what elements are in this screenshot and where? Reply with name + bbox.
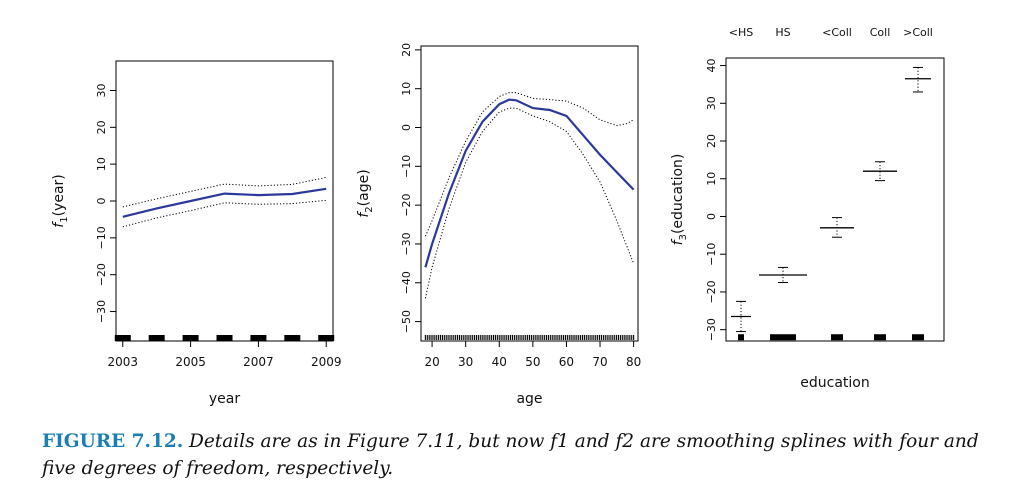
rug-mark	[770, 334, 796, 341]
category-label: Coll	[870, 26, 891, 39]
x-tick-label: 80	[626, 355, 641, 369]
y-tick-label: 0	[400, 124, 413, 131]
rug-mark	[114, 335, 131, 341]
y-tick-label: −20	[705, 280, 718, 303]
plot-frame	[725, 57, 945, 342]
y-tick-label: −20	[95, 263, 108, 286]
rug-mark	[284, 335, 301, 341]
x-axis-label: year	[209, 391, 240, 407]
y-tick-label: −50	[400, 310, 413, 333]
x-axis-label: education	[800, 375, 869, 391]
y-tick-label: −40	[400, 271, 413, 294]
rug-mark	[912, 334, 924, 341]
x-tick-label: 2003	[108, 355, 139, 369]
y-tick-label: −10	[705, 243, 718, 266]
fit-line	[424, 98, 635, 268]
x-tick-label: 40	[492, 355, 507, 369]
x-tick-label: 30	[458, 355, 473, 369]
y-axis-label: f2(age)	[356, 169, 375, 217]
caption-label: FIGURE 7.12.	[42, 431, 184, 452]
y-tick-label: −30	[95, 300, 108, 323]
caption-text: Details are as in Figure 7.11, but now f…	[42, 431, 979, 479]
rug-mark	[318, 335, 335, 341]
year-panel: −30 −20 −10 0 10 20 30 2003 2005 2007 2009 year f1(y…	[51, 60, 342, 407]
x-tick-label: 50	[525, 355, 540, 369]
figure: −30 −20 −10 0 10 20 30 2003 2005 2007 2009 year f1(y…	[51, 26, 945, 407]
rug-mark	[874, 334, 886, 341]
x-tick-label: 70	[592, 355, 607, 369]
rug-mark	[148, 335, 165, 341]
x-tick-label: 2007	[243, 355, 274, 369]
x-tick-label: 2005	[175, 355, 206, 369]
x-tick-label: 20	[424, 355, 439, 369]
y-tick-label: −10	[95, 226, 108, 249]
rug-mark	[250, 335, 267, 341]
rug-mark	[216, 335, 233, 341]
y-tick-label: −30	[705, 318, 718, 341]
x-axis-label: age	[516, 391, 542, 407]
fit-line	[122, 187, 327, 218]
lower-band-line	[424, 107, 635, 299]
age-panel: −50 −40 −30 −20 −10 0 10 20 20 30 40 50 60 70 80 age f2(…	[356, 43, 641, 407]
rug-mark	[738, 334, 744, 341]
y-tick-label: 20	[400, 43, 413, 57]
y-axis-label: f3(education)	[670, 154, 689, 246]
y-tick-label: 30	[705, 96, 718, 110]
y-tick-label: −30	[400, 232, 413, 255]
y-tick-label: 0	[95, 198, 108, 205]
x-tick-label: 60	[559, 355, 574, 369]
y-tick-label: 30	[95, 83, 108, 97]
y-tick-label: 20	[705, 134, 718, 148]
y-tick-label: 10	[705, 172, 718, 186]
lower-band-line	[122, 199, 327, 228]
upper-band-line	[424, 92, 634, 237]
y-tick-label: 40	[705, 59, 718, 73]
figure-caption: FIGURE 7.12. Details are as in Figure 7.…	[42, 428, 1002, 482]
y-tick-label: −10	[400, 155, 413, 178]
rug-mark	[831, 334, 843, 341]
education-panel: −30 −20 −10 0 10 20 30 40 <HS HS <Coll Coll >Coll edu…	[670, 26, 945, 391]
x-tick-label: 2009	[311, 355, 342, 369]
y-tick-label: 0	[705, 213, 718, 220]
plot-frame	[420, 45, 639, 342]
y-axis-label: f1(year)	[51, 174, 70, 227]
category-label: <HS	[729, 26, 753, 39]
y-tick-label: 20	[95, 120, 108, 134]
category-label: >Coll	[903, 26, 933, 39]
y-tick-label: 10	[95, 157, 108, 171]
y-tick-label: 10	[400, 82, 413, 96]
upper-band-line	[122, 176, 327, 208]
category-label: <Coll	[822, 26, 852, 39]
rug-mark	[182, 335, 199, 341]
y-tick-label: −20	[400, 194, 413, 217]
category-label: HS	[775, 26, 790, 39]
